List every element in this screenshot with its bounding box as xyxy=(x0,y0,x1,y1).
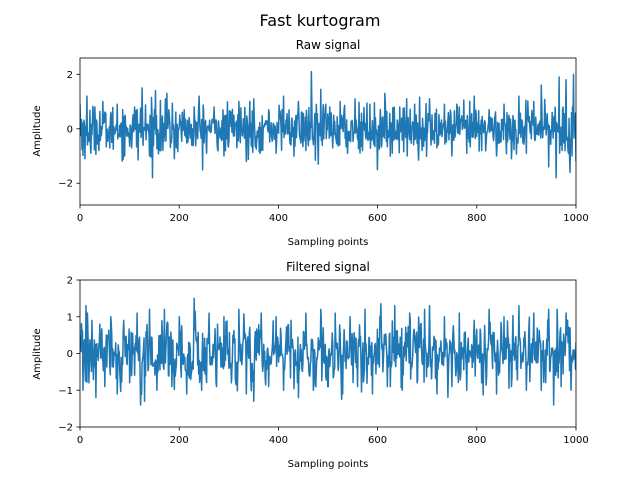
raw-signal-x-tick-label: 200 xyxy=(170,213,189,224)
filtered-signal-y-tick-label: −2 xyxy=(58,423,73,434)
filtered-signal-y-tick-label: −1 xyxy=(58,386,73,397)
raw-signal-title: Raw signal xyxy=(296,38,361,52)
filtered-signal-y-tick-label: 2 xyxy=(67,276,73,287)
figure-title: Fast kurtogram xyxy=(260,11,381,30)
raw-signal-x-tick-label: 400 xyxy=(269,213,288,224)
filtered-signal-y-tick-label: 1 xyxy=(67,312,73,323)
raw-signal-ylabel: Amplitude xyxy=(32,105,43,156)
filtered-signal-x-tick-label: 1000 xyxy=(563,435,588,446)
raw-signal-plot: Raw signal Sampling points Amplitude 0 20… xyxy=(32,38,589,248)
raw-signal-y-tick-label: −2 xyxy=(58,179,73,190)
filtered-signal-x-tick-label: 0 xyxy=(77,435,83,446)
raw-signal-y-tick-label: 2 xyxy=(67,70,73,81)
filtered-signal-x-tick-label: 400 xyxy=(269,435,288,446)
filtered-signal-ylabel: Amplitude xyxy=(32,328,43,379)
filtered-signal-y-tick-label: 0 xyxy=(67,349,73,360)
raw-signal-y-tick-label: 0 xyxy=(67,124,73,135)
filtered-signal-x-tick-label: 200 xyxy=(170,435,189,446)
raw-signal-x-tick-label: 0 xyxy=(77,213,83,224)
filtered-signal-line xyxy=(80,297,576,406)
filtered-signal-x-tick-label: 600 xyxy=(368,435,387,446)
raw-signal-xlabel: Sampling points xyxy=(288,237,369,248)
raw-signal-line xyxy=(80,70,576,179)
filtered-signal-xlabel: Sampling points xyxy=(288,459,369,470)
raw-signal-axes-frame xyxy=(79,57,577,206)
raw-signal-x-tick-label: 600 xyxy=(368,213,387,224)
filtered-signal-title: Filtered signal xyxy=(286,260,370,274)
raw-signal-x-tick-label: 800 xyxy=(467,213,486,224)
filtered-signal-plot: Filtered signal Sampling points Amplitud… xyxy=(32,260,589,470)
filtered-signal-x-tick-label: 800 xyxy=(467,435,486,446)
raw-signal-x-tick-label: 1000 xyxy=(563,213,588,224)
